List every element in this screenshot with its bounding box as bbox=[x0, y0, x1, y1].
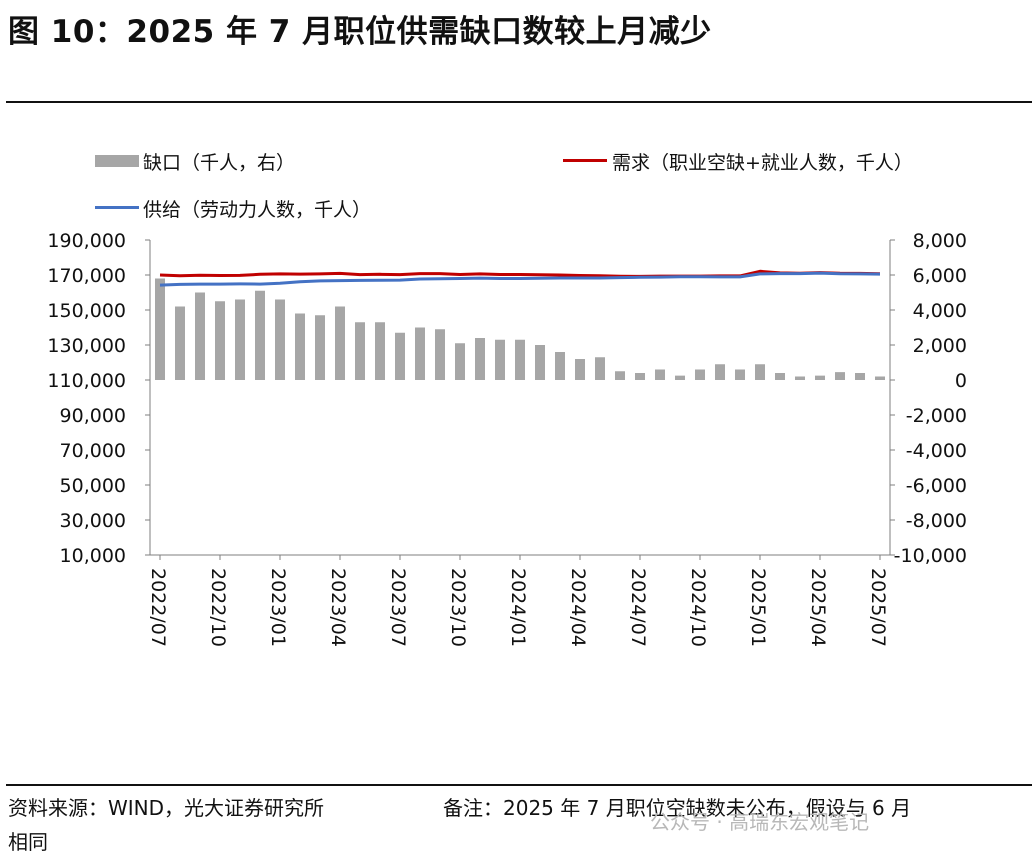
line-supply bbox=[159, 271, 881, 287]
bar-gap bbox=[415, 327, 425, 380]
bar-gap bbox=[455, 343, 465, 380]
bar-gap bbox=[675, 375, 685, 380]
y-left-tick-label: 170,000 bbox=[47, 265, 126, 287]
source-note: 资料来源：WIND，光大证券研究所 bbox=[8, 796, 325, 820]
bar-gap bbox=[175, 306, 185, 380]
y-right-tick-label: 4,000 bbox=[913, 300, 967, 322]
bar-gap bbox=[755, 364, 765, 380]
bar-gap bbox=[735, 369, 745, 380]
page-title: 图 10：2025 年 7 月职位供需缺口数较上月减少 bbox=[8, 14, 712, 50]
bar-gap bbox=[295, 313, 305, 380]
bar-gap bbox=[595, 357, 605, 380]
bar-gap bbox=[615, 371, 625, 380]
y-left-tick-label: 30,000 bbox=[60, 510, 126, 532]
bar-gap bbox=[275, 299, 285, 380]
x-tick-label: 2024/04 bbox=[567, 568, 589, 647]
x-tick-label: 2024/10 bbox=[687, 568, 709, 647]
y-left-tick-label: 50,000 bbox=[60, 475, 126, 497]
x-tick-label: 2023/07 bbox=[387, 568, 409, 647]
y-right-tick-label: -4,000 bbox=[906, 440, 967, 462]
bar-gap bbox=[475, 338, 485, 380]
bar-gap bbox=[335, 306, 345, 380]
x-tick-label: 2025/04 bbox=[807, 568, 829, 647]
watermark: 公众号 · 高瑞东宏观笔记 bbox=[650, 810, 870, 834]
y-left-tick-label: 70,000 bbox=[60, 440, 126, 462]
chart-legend: 缺口（千人，右） 需求（职业空缺+就业人数，千人） 供给（劳动力人数，千人） bbox=[0, 0, 1032, 240]
y-right-tick-label: -8,000 bbox=[906, 510, 967, 532]
y-left-tick-label: 90,000 bbox=[60, 405, 126, 427]
y-right-tick-label: -6,000 bbox=[906, 475, 967, 497]
y-right-tick-label: 8,000 bbox=[913, 230, 967, 252]
x-tick-label: 2024/07 bbox=[627, 568, 649, 647]
bar-gap bbox=[515, 339, 525, 380]
legend-label-gap: 缺口（千人，右） bbox=[143, 152, 296, 174]
x-tick-label: 2023/01 bbox=[267, 568, 289, 647]
bar-gap bbox=[355, 322, 365, 380]
bar-gap bbox=[695, 369, 705, 380]
legend-swatch-supply bbox=[95, 206, 139, 209]
bar-gap bbox=[635, 373, 645, 380]
footer-divider bbox=[6, 784, 1032, 786]
legend-label-supply: 供给（劳动力人数，千人） bbox=[143, 199, 372, 221]
y-left-tick-label: 130,000 bbox=[47, 335, 126, 357]
y-left-tick-label: 190,000 bbox=[47, 230, 126, 252]
bar-gap bbox=[835, 372, 845, 380]
y-right-tick-label: -2,000 bbox=[906, 405, 967, 427]
bar-gap bbox=[235, 299, 245, 380]
legend-swatch-demand bbox=[563, 159, 607, 162]
line-demand bbox=[159, 269, 881, 278]
bar-gap bbox=[155, 278, 165, 380]
y-right-tick-label: 2,000 bbox=[913, 335, 967, 357]
x-tick-label: 2023/04 bbox=[327, 568, 349, 647]
bar-gap bbox=[855, 373, 865, 380]
y-right-tick-label: 0 bbox=[955, 370, 967, 392]
x-tick-label: 2025/01 bbox=[747, 568, 769, 647]
bar-gap bbox=[795, 376, 805, 380]
bar-gap bbox=[815, 375, 825, 380]
title-divider bbox=[6, 101, 1032, 103]
y-right-tick-label: 6,000 bbox=[913, 265, 967, 287]
y-left-tick-label: 150,000 bbox=[47, 300, 126, 322]
bar-gap bbox=[495, 339, 505, 380]
x-tick-label: 2022/10 bbox=[207, 568, 229, 647]
bar-gap bbox=[535, 345, 545, 380]
footnote-continued: 相同 bbox=[8, 830, 48, 854]
bar-gap bbox=[315, 315, 325, 380]
bar-gap bbox=[555, 352, 565, 380]
footnote: 备注：2025 年 7 月职位空缺数未公布，假设与 6 月 bbox=[443, 796, 912, 820]
x-tick-label: 2024/01 bbox=[507, 568, 529, 647]
x-tick-label: 2022/07 bbox=[147, 568, 169, 647]
bar-gap bbox=[775, 373, 785, 380]
legend-swatch-gap bbox=[95, 155, 139, 167]
x-tick-label: 2023/10 bbox=[447, 568, 469, 647]
bar-gap bbox=[715, 364, 725, 380]
y-right-tick-label: -10,000 bbox=[894, 545, 967, 567]
legend-label-demand: 需求（职业空缺+就业人数，千人） bbox=[612, 152, 913, 174]
bar-gap bbox=[375, 322, 385, 380]
x-tick-label: 2025/07 bbox=[867, 568, 889, 647]
bar-gap bbox=[875, 376, 885, 380]
bar-gap bbox=[435, 329, 445, 380]
bar-gap bbox=[255, 290, 265, 380]
y-left-tick-label: 110,000 bbox=[47, 370, 126, 392]
bar-gap bbox=[195, 292, 205, 380]
y-left-tick-label: 10,000 bbox=[60, 545, 126, 567]
bar-gap bbox=[215, 301, 225, 380]
bar-gap bbox=[655, 369, 665, 380]
chart-plot: 190,000 170,000 150,000 130,000 110,000 90,00… bbox=[47, 230, 967, 647]
bar-gap bbox=[575, 359, 585, 380]
bar-gap bbox=[395, 332, 405, 380]
